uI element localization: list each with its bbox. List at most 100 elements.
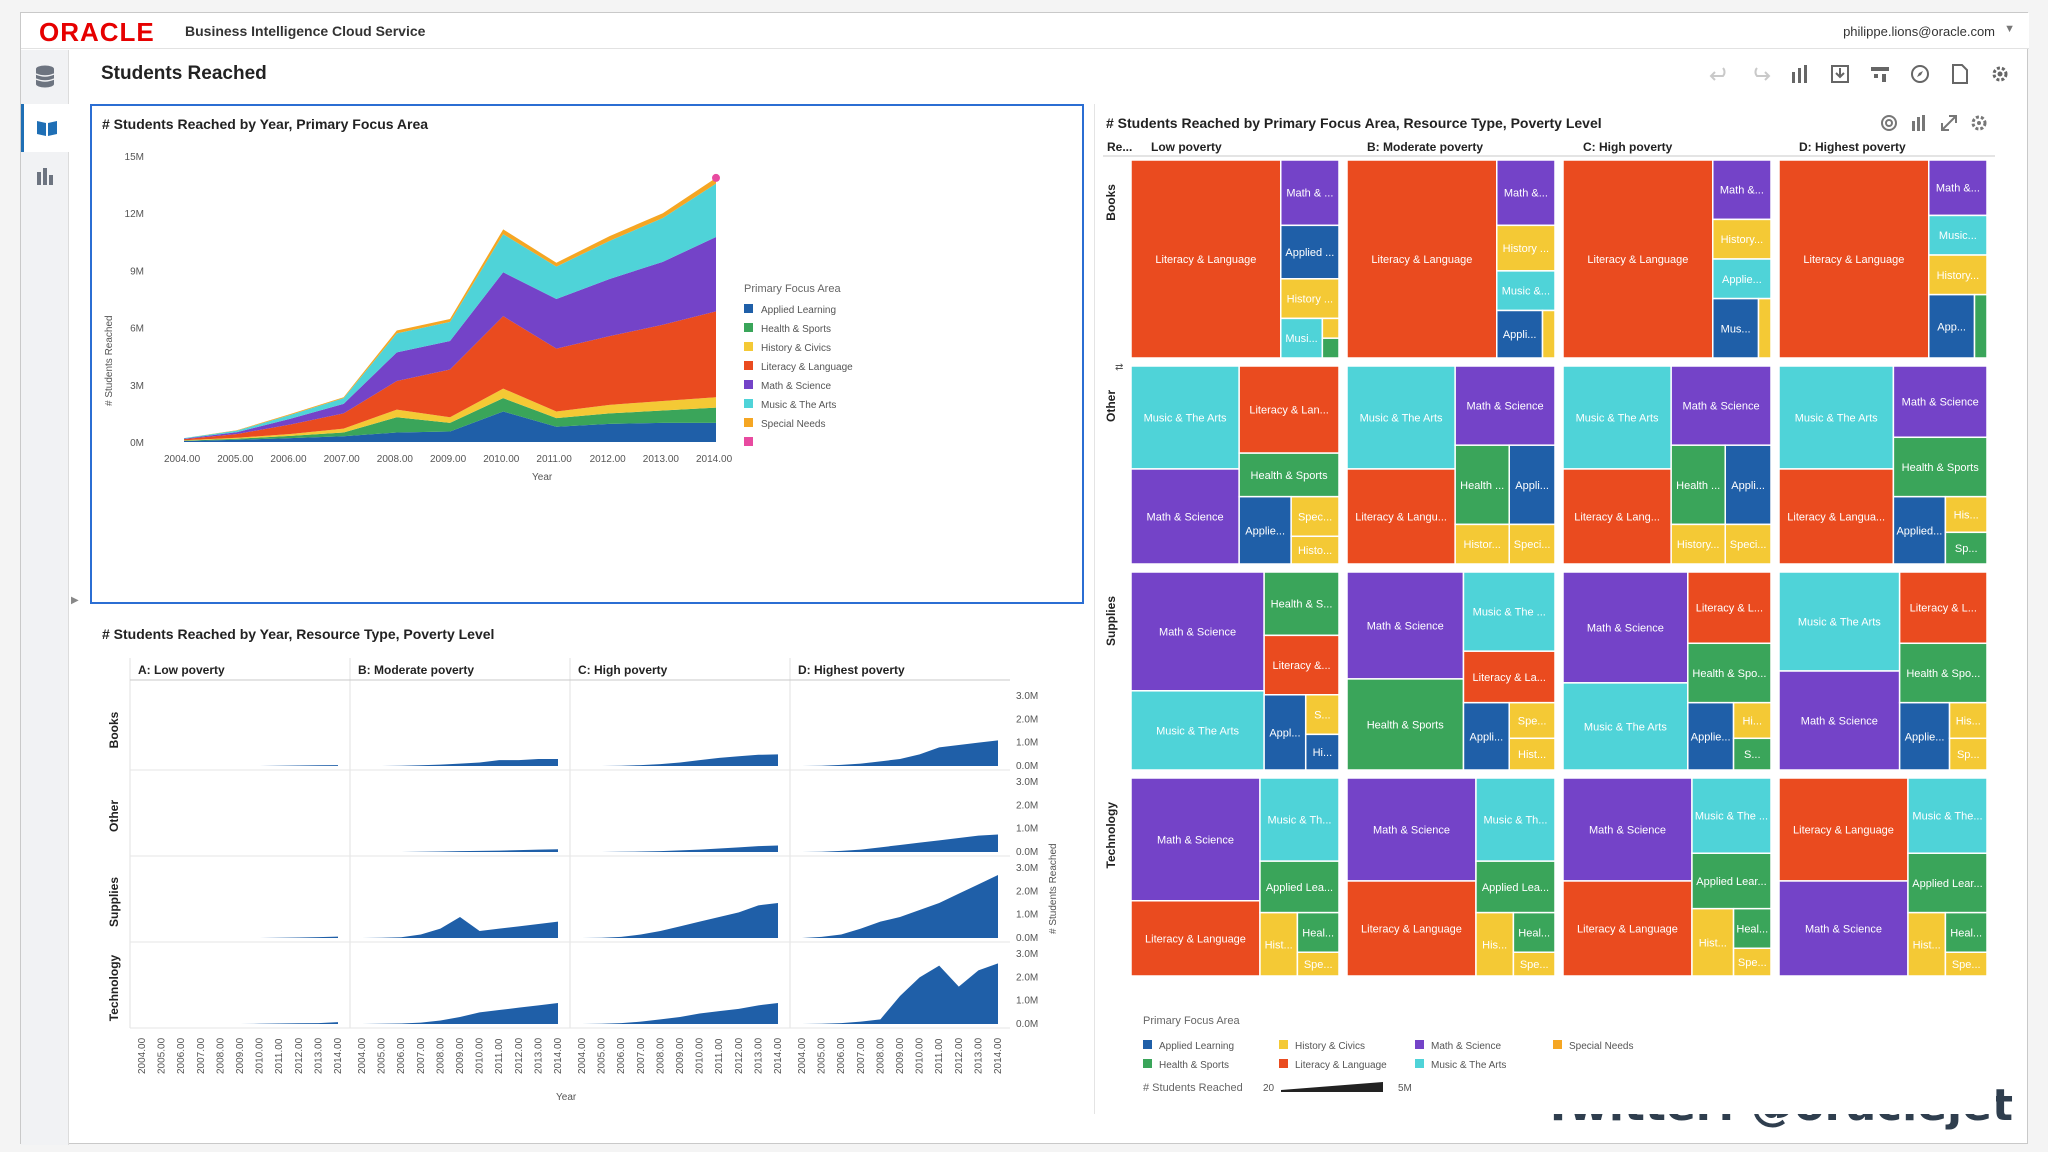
expand-arrow-icon[interactable]: ▶	[71, 595, 79, 606]
treemap-tile-label: Applie...	[1905, 731, 1945, 743]
treemap-tile	[1130, 468, 1240, 565]
treemap-tile-label: Speci...	[1730, 539, 1767, 551]
treemap-tile-label: Applied...	[1896, 525, 1942, 537]
x-tick-label: 2011.00	[494, 1038, 505, 1074]
treemap-tile-label: Heal...	[1736, 923, 1768, 935]
area-chart[interactable]: 0M 3M 6M 9M 12M 15M 2004.00 2005.00 2006.00 2007.…	[92, 106, 1082, 602]
x-tick-label: 2008.00	[435, 1037, 446, 1074]
treemap-tile	[1462, 701, 1510, 771]
x-tick-label: 2013.00	[973, 1037, 984, 1074]
treemap-tile-label: Literacy & Language	[1155, 254, 1256, 266]
x-tick-label: 2010.00	[475, 1037, 486, 1074]
area-series-applied-learning	[184, 411, 716, 442]
hierarchy-icon[interactable]	[1867, 61, 1893, 87]
treemap-tile	[1346, 365, 1456, 470]
treemap-tile	[1712, 159, 1772, 221]
treemap-tile	[1346, 468, 1456, 565]
save-icon[interactable]	[1827, 61, 1853, 87]
bar-chart-icon[interactable]	[1910, 114, 1928, 132]
treemap-technology: Literacy & Language Music & The... Math & …	[1778, 777, 1988, 977]
y-tick-label: 1.0M	[1016, 738, 1038, 749]
legend-label: Health & Sports	[1159, 1060, 1229, 1071]
x-tick-label: 2004.00	[164, 454, 201, 465]
oracle-logo[interactable]: ORACLE	[39, 17, 155, 47]
gear-icon[interactable]	[1970, 114, 1988, 132]
gear-icon[interactable]	[1987, 61, 2013, 87]
treemap-tile	[1928, 254, 1988, 296]
x-tick-label: 2014.00	[696, 454, 733, 465]
legend-label: History & Civics	[1295, 1041, 1365, 1052]
treemap-tile	[1687, 571, 1772, 645]
treemap-grid[interactable]: Re... Low poverty B: Moderate poverty C: Hi…	[1095, 104, 1997, 1104]
narrate-button[interactable]	[21, 152, 69, 200]
y-tick-label: 3.0M	[1016, 863, 1038, 874]
trellis-area	[362, 1003, 558, 1024]
treemap-tile	[1280, 278, 1340, 320]
trellis-area	[582, 903, 778, 938]
treemap-tile-label: Math & Science	[1157, 834, 1234, 846]
chart-title: # Students Reached by Year, Resource Typ…	[102, 626, 495, 642]
treemap-tile-label: Math & Science	[1159, 626, 1236, 638]
treemap-tile-label: Health & Sports	[1367, 719, 1445, 731]
legend-swatch	[744, 304, 753, 313]
treemap-tile-label: Literacy &...	[1273, 660, 1331, 672]
treemap-tile	[1462, 650, 1556, 704]
treemap-tile	[1944, 495, 1988, 534]
compass-icon[interactable]	[1907, 61, 1933, 87]
chart-panel-focus-area[interactable]: # Students Reached by Year, Primary Focu…	[90, 104, 1084, 604]
treemap-tile-label: Music...	[1939, 230, 1977, 242]
treemap-tile	[1304, 694, 1340, 736]
treemap-tile-label: Literacy & Lang...	[1574, 511, 1660, 523]
treemap-tile-label: Applied ...	[1285, 247, 1334, 259]
treemap-tile-label: Appli...	[1515, 480, 1549, 492]
data-panel-button[interactable]	[21, 52, 69, 100]
row-header: Technology	[1104, 802, 1118, 869]
legend-swatch	[1415, 1059, 1424, 1068]
treemap-tile-label: Literacy & L...	[1696, 603, 1763, 615]
treemap-tile-label: Music & The ...	[1695, 811, 1768, 823]
treemap-tile	[1928, 214, 1988, 256]
visualize-button[interactable]	[21, 104, 69, 152]
treemap-tile	[1321, 337, 1340, 359]
treemap-tile-label: Math & Science	[1147, 511, 1224, 523]
target-icon[interactable]	[1880, 114, 1898, 132]
treemap-tile-label: Hist...	[1518, 749, 1546, 761]
legend-label: Special Needs	[1569, 1041, 1633, 1052]
column-header: D: Highest poverty	[798, 663, 905, 677]
treemap-tile-label: Applie...	[1722, 274, 1762, 286]
trellis-chart[interactable]: A: Low poverty B: Moderate poverty C: High…	[90, 614, 1084, 1114]
redo-icon[interactable]	[1747, 61, 1773, 87]
treemap-tile	[1898, 571, 1988, 645]
treemap-tile	[1130, 365, 1240, 470]
x-tick-label: 2007.00	[636, 1037, 647, 1074]
treemap-tile	[1259, 860, 1340, 914]
undo-icon[interactable]	[1707, 61, 1733, 87]
treemap-tile-label: Literacy & Language	[1361, 923, 1462, 935]
column-header: B: Moderate poverty	[1367, 140, 1483, 154]
add-visualization-icon[interactable]	[1787, 61, 1813, 87]
treemap-tile	[1508, 523, 1556, 565]
treemap-tile-label: Music &...	[1502, 286, 1550, 298]
legend-label: Math & Science	[761, 381, 831, 392]
treemap-tile	[1562, 682, 1689, 771]
legend-label: Math & Science	[1431, 1041, 1501, 1052]
chart-panel-poverty-trellis[interactable]: # Students Reached by Year, Resource Typ…	[90, 614, 1084, 1114]
x-tick-label: 2014.00	[773, 1037, 784, 1074]
treemap-tile-label: Math & Science	[1589, 824, 1666, 836]
user-menu[interactable]: philippe.lions@oracle.com	[1843, 24, 1995, 39]
chevron-down-icon[interactable]: ▼	[2004, 23, 2015, 35]
treemap-tile	[1724, 523, 1772, 565]
legend-label: Special Needs	[761, 419, 825, 430]
treemap-tile-label: Health & Sports	[1902, 462, 1980, 474]
treemap-tile	[1508, 444, 1556, 526]
treemap-tile-label: Spe...	[1952, 959, 1981, 971]
treemap-tile-label: Hi...	[1742, 716, 1762, 728]
treemap-tile	[1892, 495, 1947, 565]
treemap-tile-label: Math & Science	[1801, 716, 1878, 728]
treemap-tile-label: Math & Science	[1373, 824, 1450, 836]
document-icon[interactable]	[1947, 61, 1973, 87]
column-header: C: High poverty	[1583, 140, 1673, 154]
chart-panel-treemap[interactable]: # Students Reached by Primary Focus Area…	[1094, 104, 1996, 1114]
treemap-supplies: Math & Science Literacy & L... Music & The…	[1562, 571, 1772, 771]
maximize-icon[interactable]	[1940, 114, 1958, 132]
